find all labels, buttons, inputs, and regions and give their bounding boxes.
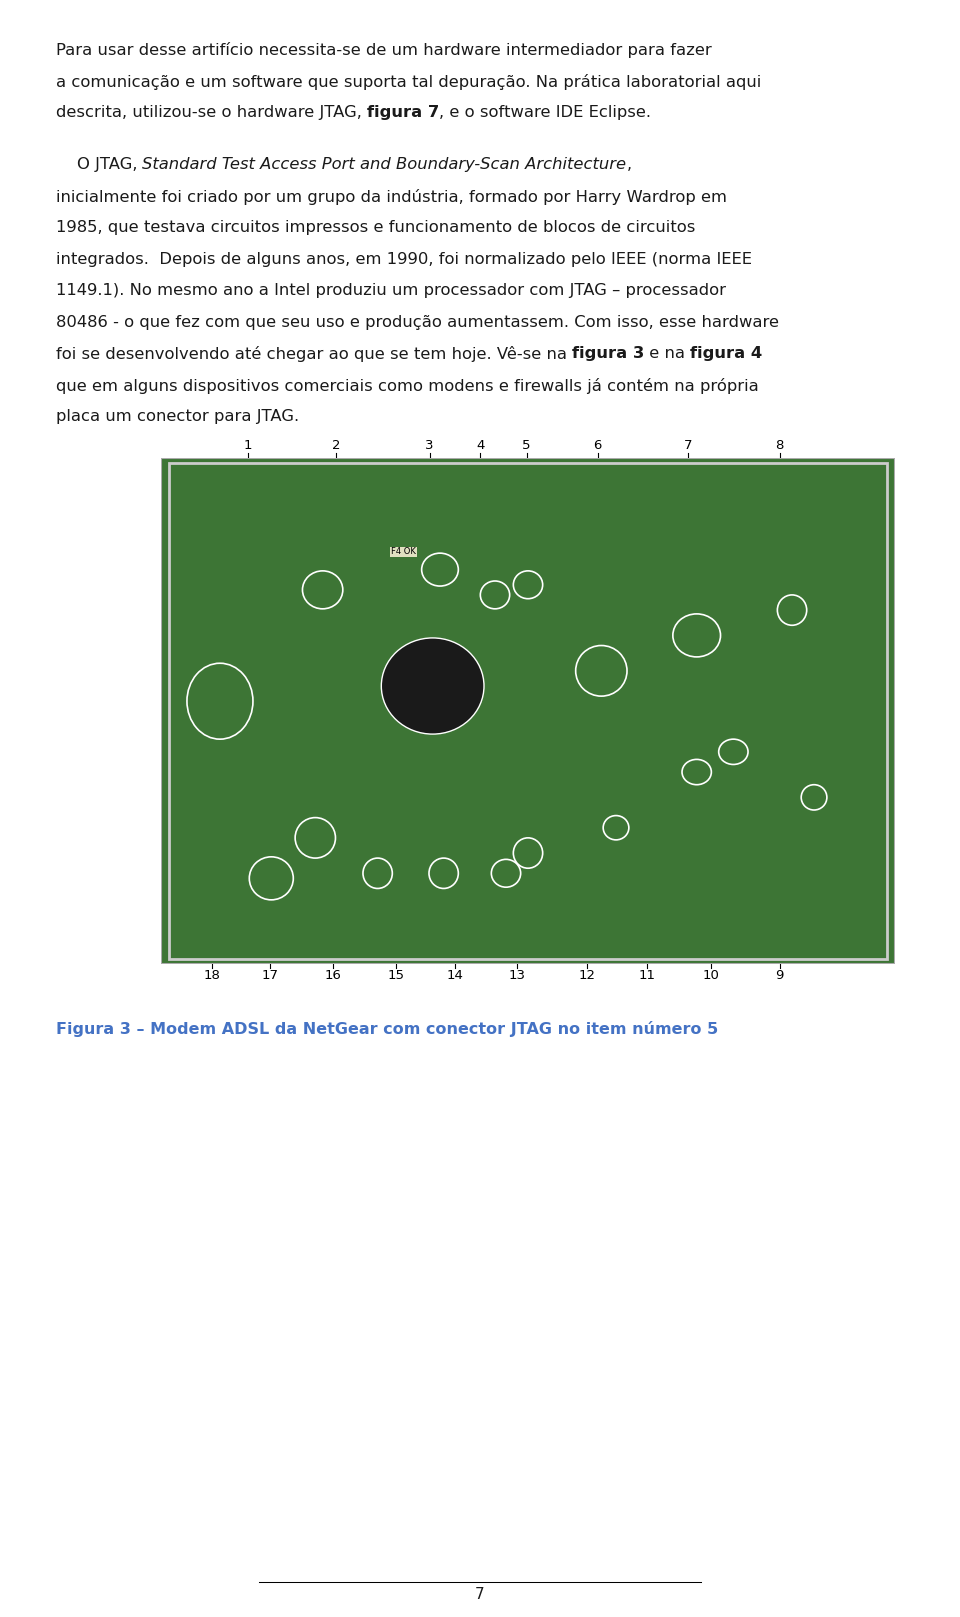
Text: 1: 1 [244,438,252,451]
Text: 7: 7 [684,438,692,451]
Text: a comunicação e um software que suporta tal depuração. Na prática laboratorial a: a comunicação e um software que suporta … [56,73,761,89]
Text: inicialmente foi criado por um grupo da indústria, formado por Harry Wardrop em: inicialmente foi criado por um grupo da … [56,189,727,205]
Text: 5: 5 [522,438,531,451]
Text: 3: 3 [425,438,434,451]
Text: 11: 11 [638,969,656,982]
Text: 12: 12 [578,969,595,982]
Text: 15: 15 [388,969,404,982]
Text: 17: 17 [261,969,278,982]
Text: placa um conector para JTAG.: placa um conector para JTAG. [56,409,299,424]
Text: Para usar desse artifício necessita-se de um hardware intermediador para fazer: Para usar desse artifício necessita-se d… [56,42,711,58]
Text: ,: , [627,157,632,171]
Text: integrados.  Depois de alguns anos, em 1990, foi normalizado pelo IEEE (norma IE: integrados. Depois de alguns anos, em 19… [56,252,752,267]
Text: F4 OK: F4 OK [391,548,416,556]
Text: 1985, que testava circuitos impressos e funcionamento de blocos de circuitos: 1985, que testava circuitos impressos e … [56,220,695,234]
Text: 9: 9 [776,969,783,982]
Text: O JTAG,: O JTAG, [56,157,142,171]
Text: foi se desenvolvendo até chegar ao que se tem hoje. Vê-se na: foi se desenvolvendo até chegar ao que s… [56,346,572,362]
Text: 16: 16 [324,969,342,982]
Text: figura 4: figura 4 [690,346,762,361]
Text: 18: 18 [204,969,221,982]
Text: 6: 6 [593,438,602,451]
Text: que em alguns dispositivos comerciais como modens e firewalls já contém na própr: que em alguns dispositivos comerciais co… [56,378,758,395]
Text: , e o software IDE Eclipse.: , e o software IDE Eclipse. [439,105,651,120]
Text: Figura 3 – Modem ADSL da NetGear com conector JTAG no item número 5: Figura 3 – Modem ADSL da NetGear com con… [56,1020,718,1036]
Text: 1149.1). No mesmo ano a Intel produziu um processador com JTAG – processador: 1149.1). No mesmo ano a Intel produziu u… [56,283,726,298]
Ellipse shape [381,639,484,734]
Text: 4: 4 [476,438,485,451]
Text: Standard Test Access Port and Boundary-Scan Architecture: Standard Test Access Port and Boundary-S… [142,157,627,171]
Text: descrita, utilizou-se o hardware JTAG,: descrita, utilizou-se o hardware JTAG, [56,105,367,120]
Text: 14: 14 [446,969,463,982]
Text: 10: 10 [703,969,720,982]
Text: e na: e na [644,346,690,361]
Text: 2: 2 [331,438,340,451]
Text: 13: 13 [509,969,525,982]
Text: figura 3: figura 3 [572,346,644,361]
Text: 8: 8 [776,438,783,451]
Text: 7: 7 [475,1588,485,1602]
Text: figura 7: figura 7 [367,105,439,120]
Text: 80486 - o que fez com que seu uso e produção aumentassem. Com isso, esse hardwar: 80486 - o que fez com que seu uso e prod… [56,315,779,330]
